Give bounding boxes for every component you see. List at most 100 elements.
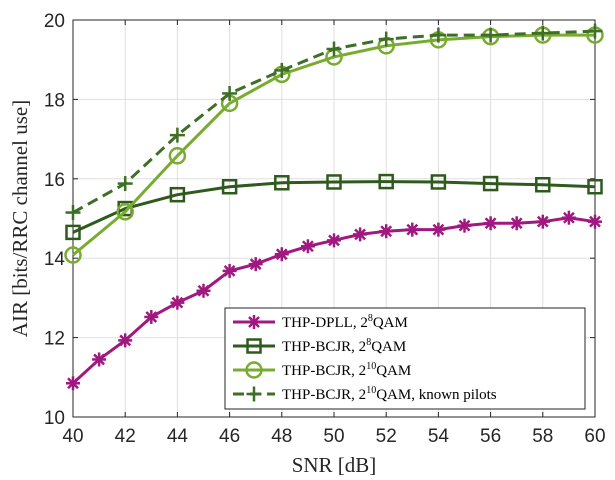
x-tick-label: 60	[584, 426, 605, 447]
data-point	[535, 177, 551, 193]
x-tick-label: 52	[376, 426, 397, 447]
x-tick-label: 40	[62, 426, 83, 447]
data-point	[248, 257, 263, 272]
legend-marker	[245, 361, 263, 379]
series-1	[66, 210, 602, 391]
data-point	[378, 31, 394, 47]
data-point	[327, 233, 341, 248]
axis-ticks	[72, 19, 596, 418]
data-point	[116, 203, 134, 221]
circle-marker	[245, 361, 263, 379]
x-tick-label: 42	[115, 426, 136, 447]
square-marker	[430, 174, 447, 190]
y-tick-label: 16	[44, 170, 65, 191]
asterisk-stroke	[563, 211, 575, 224]
legend-label: THP-BCJR, 28QAM	[282, 337, 406, 355]
asterisk-stroke	[406, 223, 419, 236]
y-tick-label: 10	[44, 408, 65, 429]
data-point	[169, 186, 186, 203]
data-point	[66, 376, 80, 391]
square-marker	[169, 186, 186, 203]
square-marker	[246, 338, 262, 354]
data-point	[482, 175, 499, 192]
x-tick-label: 54	[428, 426, 450, 447]
data-point	[222, 263, 237, 278]
circle-marker	[116, 203, 134, 221]
x-tick-label: 58	[532, 426, 553, 447]
data-point	[221, 178, 238, 195]
series-layer	[64, 23, 604, 391]
data-point	[430, 174, 447, 190]
series-4	[65, 23, 603, 221]
data-point	[430, 27, 446, 43]
data-point	[378, 173, 394, 190]
asterisk-stroke	[93, 353, 105, 366]
tick-labels: 40 42 44 46 48 50 52 54 56 58 60 10 12 14 16 18 20	[44, 11, 606, 447]
series-line	[72, 180, 596, 234]
data-point	[92, 352, 107, 367]
series-line	[72, 33, 595, 257]
legend-entry: THP-BCJR, 210QAM, known pilots	[233, 385, 497, 403]
asterisk-stroke	[197, 284, 210, 297]
y-tick-label: 18	[44, 90, 65, 111]
data-point	[405, 222, 420, 237]
square-marker	[221, 178, 238, 195]
legend-label: THP-DPLL, 28QAM	[282, 313, 408, 331]
asterisk-stroke	[589, 215, 601, 228]
x-tick-label: 44	[167, 426, 189, 447]
asterisk-stroke	[275, 248, 288, 261]
asterisk-stroke	[536, 215, 549, 228]
y-tick-label: 20	[44, 11, 65, 32]
data-point	[587, 178, 603, 195]
asterisk-stroke	[458, 219, 471, 232]
data-point	[431, 222, 446, 237]
data-point	[196, 283, 211, 298]
data-point	[274, 175, 290, 191]
data-point	[326, 41, 342, 57]
data-point	[535, 25, 551, 41]
data-point	[483, 27, 499, 43]
legend-marker	[247, 315, 261, 329]
series-2	[65, 173, 603, 241]
data-point	[483, 216, 498, 231]
asterisk-stroke	[119, 334, 132, 347]
x-axis-label: SNR [dB]	[292, 453, 377, 477]
square-marker	[587, 178, 603, 195]
data-point	[300, 239, 315, 254]
y-tick-label: 12	[44, 329, 65, 350]
data-point	[587, 23, 603, 39]
circle-marker	[64, 246, 82, 264]
data-point	[509, 216, 524, 231]
legend-label: THP-BCJR, 210QAM, known pilots	[282, 385, 497, 403]
square-marker	[535, 177, 551, 193]
data-point	[118, 333, 133, 348]
legend-box	[224, 307, 586, 410]
data-point	[353, 227, 368, 242]
data-point	[65, 205, 81, 221]
asterisk-stroke	[302, 240, 314, 253]
asterisk-stroke	[145, 311, 158, 323]
legend-entry: THP-DPLL, 28QAM	[233, 313, 408, 331]
square-marker	[326, 174, 342, 190]
circle-marker	[168, 147, 187, 165]
asterisk-stroke	[328, 234, 340, 247]
data-point	[379, 224, 394, 239]
asterisk-stroke	[171, 296, 184, 309]
asterisk-stroke	[380, 225, 393, 238]
data-point	[117, 176, 133, 192]
square-marker	[274, 175, 290, 191]
asterisk-stroke	[432, 223, 445, 236]
data-point	[169, 127, 185, 143]
legend-marker	[246, 386, 262, 402]
data-point	[144, 309, 159, 324]
x-tick-label: 56	[480, 426, 501, 447]
asterisk-stroke	[223, 265, 236, 277]
asterisk-stroke	[67, 377, 79, 390]
legend-marker	[246, 338, 262, 354]
data-point	[64, 246, 82, 264]
data-point	[274, 247, 289, 262]
legend-entry: THP-BCJR, 210QAM	[233, 361, 411, 379]
asterisk-stroke	[510, 217, 523, 230]
data-point	[588, 214, 602, 229]
